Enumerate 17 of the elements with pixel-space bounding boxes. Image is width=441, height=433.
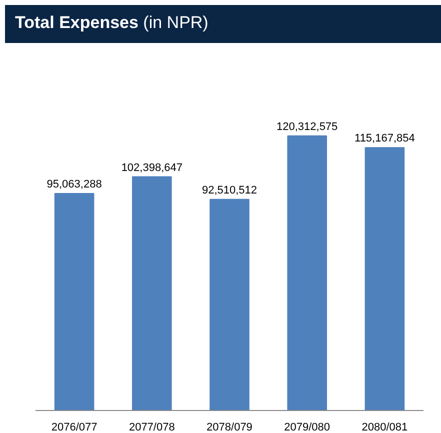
data-label: 115,167,854 xyxy=(354,132,415,145)
chart-subtitle: (in NPR) xyxy=(143,13,208,32)
data-label: 102,398,647 xyxy=(121,162,182,174)
x-tick-label: 2080/081 xyxy=(362,422,408,433)
data-label: 95,063,288 xyxy=(46,178,102,191)
bar xyxy=(54,193,94,410)
bar xyxy=(210,198,250,410)
data-label: 92,510,512 xyxy=(202,184,258,196)
bar xyxy=(287,135,327,410)
chart-title: Total Expenses xyxy=(15,13,138,32)
x-tick-label: 2077/078 xyxy=(128,422,175,433)
x-tick-label: 2078/079 xyxy=(206,422,252,433)
bar xyxy=(364,147,405,410)
bar xyxy=(132,176,172,410)
x-tick-label: 2076/077 xyxy=(51,422,98,433)
x-tick-label: 2079/080 xyxy=(284,422,330,433)
data-label: 120,312,575 xyxy=(276,120,338,133)
